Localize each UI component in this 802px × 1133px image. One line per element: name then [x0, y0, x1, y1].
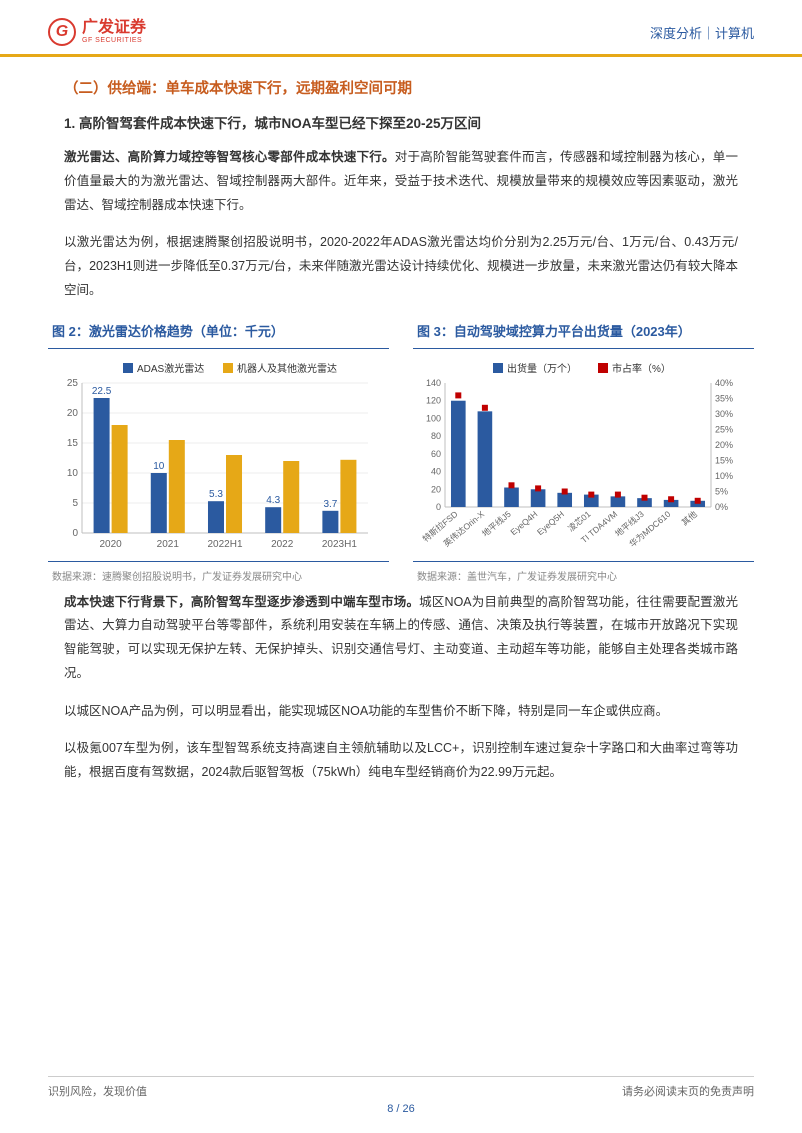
- svg-text:30%: 30%: [715, 409, 733, 419]
- page-footer: 识别风险，发现价值 请务必阅读末页的免责声明 8 / 26: [0, 1076, 802, 1115]
- svg-text:35%: 35%: [715, 393, 733, 403]
- svg-text:15: 15: [67, 438, 79, 449]
- chart-3-area: 出货量（万个） 市占率（%） 0 20 40 60 80 100 120 140 0% 5% 10% 15…: [413, 348, 754, 562]
- svg-text:EyeQ5H: EyeQ5H: [535, 508, 566, 536]
- svg-text:0: 0: [436, 502, 441, 512]
- page-header: G 广发证券 GF SECURITIES 深度分析｜计算机: [0, 0, 802, 57]
- svg-text:25%: 25%: [715, 424, 733, 434]
- chart-2-block: 图 2：激光雷达价格趋势（单位：千元） ADAS激光雷达 机器人及其他激光雷达 0 5…: [48, 321, 389, 583]
- chart-3-svg: 出货量（万个） 市占率（%） 0 20 40 60 80 100 120 140 0% 5% 10% 15…: [413, 357, 743, 557]
- charts-row: 图 2：激光雷达价格趋势（单位：千元） ADAS激光雷达 机器人及其他激光雷达 0 5…: [48, 321, 754, 583]
- svg-text:5: 5: [72, 498, 78, 509]
- svg-text:100: 100: [426, 413, 441, 423]
- paragraph-2: 以激光雷达为例，根据速腾聚创招股说明书，2020-2022年ADAS激光雷达均价…: [64, 231, 738, 302]
- svg-text:22.5: 22.5: [92, 386, 112, 397]
- footer-right: 请务必阅读末页的免责声明: [622, 1083, 754, 1099]
- svg-text:20: 20: [431, 484, 441, 494]
- paragraph-3: 成本快速下行背景下，高阶智驾车型逐步渗透到中端车型市场。城区NOA为目前典型的高…: [64, 591, 738, 686]
- svg-text:10%: 10%: [715, 471, 733, 481]
- svg-text:其他: 其他: [680, 508, 700, 527]
- chart-3-title: 图 3：自动驾驶域控算力平台出货量（2023年）: [413, 321, 754, 340]
- svg-text:机器人及其他激光雷达: 机器人及其他激光雷达: [237, 362, 337, 375]
- svg-text:140: 140: [426, 378, 441, 388]
- svg-text:5%: 5%: [715, 486, 728, 496]
- svg-text:5.3: 5.3: [209, 489, 223, 500]
- paragraph-5: 以极氪007车型为例，该车型智驾系统支持高速自主领航辅助以及LCC+，识别控制车…: [64, 737, 738, 785]
- chart-2-area: ADAS激光雷达 机器人及其他激光雷达 0 5 10 15 20 25 22.5 2020 10 20…: [48, 348, 389, 562]
- svg-text:2021: 2021: [157, 539, 180, 550]
- chart-3-block: 图 3：自动驾驶域控算力平台出货量（2023年） 出货量（万个） 市占率（%） 0 2…: [413, 321, 754, 583]
- svg-text:15%: 15%: [715, 455, 733, 465]
- logo-text-en: GF SECURITIES: [82, 37, 146, 45]
- svg-text:0: 0: [72, 528, 78, 539]
- svg-text:40: 40: [431, 466, 441, 476]
- svg-text:20: 20: [67, 408, 79, 419]
- logo-text-cn: 广发证券: [82, 19, 146, 37]
- footer-left: 识别风险，发现价值: [48, 1083, 147, 1099]
- svg-text:ADAS激光雷达: ADAS激光雷达: [137, 362, 204, 375]
- chart-2-source: 数据来源：速腾聚创招股说明书，广发证券发展研究中心: [48, 562, 389, 583]
- para1-bold: 激光雷达、高阶算力域控等智驾核心零部件成本快速下行。: [64, 150, 395, 164]
- sub-title: 1. 高阶智驾套件成本快速下行，城市NOA车型已经下探至20-25万区间: [64, 112, 738, 132]
- header-category: 深度分析｜计算机: [650, 23, 754, 42]
- page-number: 8 / 26: [48, 1103, 754, 1115]
- svg-text:地平线J5: 地平线J5: [480, 508, 513, 538]
- svg-text:2022H1: 2022H1: [207, 539, 242, 550]
- svg-text:40%: 40%: [715, 378, 733, 388]
- svg-text:10: 10: [67, 468, 79, 479]
- logo-icon: G: [48, 18, 76, 46]
- svg-text:60: 60: [431, 448, 441, 458]
- svg-text:2022: 2022: [271, 539, 294, 550]
- para3-bold: 成本快速下行背景下，高阶智驾车型逐步渗透到中端车型市场。: [64, 595, 419, 609]
- logo: G 广发证券 GF SECURITIES: [48, 18, 146, 46]
- paragraph-4: 以城区NOA产品为例，可以明显看出，能实现城区NOA功能的车型售价不断下降，特别…: [64, 700, 738, 724]
- chart-2-title: 图 2：激光雷达价格趋势（单位：千元）: [48, 321, 389, 340]
- svg-text:10: 10: [153, 461, 165, 472]
- svg-text:2023H1: 2023H1: [322, 539, 357, 550]
- svg-text:0%: 0%: [715, 502, 728, 512]
- svg-text:EyeQ4H: EyeQ4H: [508, 508, 539, 536]
- svg-text:80: 80: [431, 431, 441, 441]
- svg-text:120: 120: [426, 395, 441, 405]
- section-title: （二）供给端：单车成本快速下行，远期盈利空间可期: [64, 77, 738, 98]
- svg-text:出货量（万个）: 出货量（万个）: [507, 362, 577, 375]
- svg-text:25: 25: [67, 378, 79, 389]
- svg-text:4.3: 4.3: [266, 495, 280, 506]
- svg-text:市占率（%）: 市占率（%）: [612, 362, 671, 375]
- chart-3-source: 数据来源：盖世汽车，广发证券发展研究中心: [413, 562, 754, 583]
- svg-text:2020: 2020: [99, 539, 122, 550]
- page-content: （二）供给端：单车成本快速下行，远期盈利空间可期 1. 高阶智驾套件成本快速下行…: [0, 57, 802, 819]
- paragraph-1: 激光雷达、高阶算力域控等智驾核心零部件成本快速下行。对于高阶智能驾驶套件而言，传…: [64, 146, 738, 217]
- svg-text:20%: 20%: [715, 440, 733, 450]
- svg-text:3.7: 3.7: [323, 498, 337, 509]
- chart-2-svg: ADAS激光雷达 机器人及其他激光雷达 0 5 10 15 20 25 22.5 2020 10 20…: [48, 357, 378, 557]
